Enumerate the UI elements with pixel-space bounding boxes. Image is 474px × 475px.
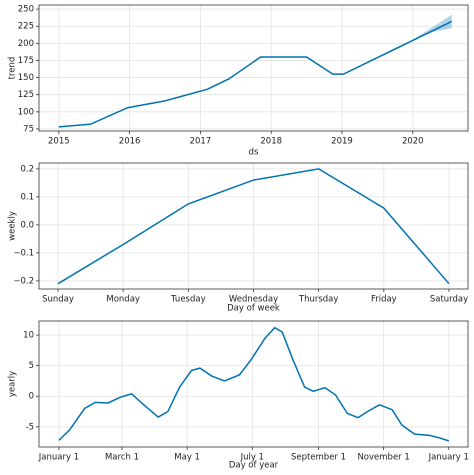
y-tick-label: 250: [18, 5, 34, 15]
x-tick-label: Wednesday: [229, 295, 278, 305]
y-tick-label: −0.2: [13, 276, 34, 286]
y-axis-label: yearly: [8, 371, 18, 397]
y-tick-label: 125: [18, 90, 34, 100]
trend-line: [58, 326, 450, 442]
x-tick-label: May 1: [174, 453, 200, 463]
y-tick-label: 5: [29, 361, 34, 371]
y-tick-label: 0.0: [20, 220, 34, 230]
x-axis-label: Day of year: [229, 461, 279, 471]
trend-line: [58, 20, 453, 128]
y-tick-label: 75: [23, 124, 34, 134]
y-tick-label: 150: [18, 73, 34, 83]
trend-line: [57, 168, 450, 285]
x-tick-label: Monday: [106, 295, 140, 305]
x-tick-label: Thursday: [298, 295, 339, 305]
x-tick-label: Sunday: [42, 295, 74, 305]
plot-frame: [38, 4, 469, 132]
x-tick-label: November 1: [357, 453, 409, 463]
uncertainty-band: [412, 14, 452, 40]
y-tick-label: 10: [23, 331, 34, 341]
x-tick-label: January 1: [428, 453, 469, 463]
y-tick-label: −0.1: [13, 248, 34, 258]
y-tick-label: -5: [26, 422, 34, 432]
y-tick-label: 175: [18, 56, 34, 66]
plot-frame: [38, 162, 469, 290]
x-tick-label: September 1: [291, 453, 346, 463]
x-tick-label: July 1: [240, 453, 264, 463]
plot-frame: [38, 320, 469, 448]
x-tick-label: Saturday: [430, 295, 468, 305]
y-axis-label: trend: [8, 57, 18, 80]
x-axis-label: ds: [249, 148, 259, 158]
x-tick-label: 2016: [119, 137, 141, 147]
x-tick-label: 2015: [48, 137, 70, 147]
y-tick-label: 225: [18, 22, 34, 32]
x-tick-label: Tuesday: [170, 295, 206, 305]
x-tick-label: 2020: [402, 137, 424, 147]
y-tick-label: 200: [18, 39, 34, 49]
x-tick-label: January 1: [38, 453, 79, 463]
x-tick-label: Friday: [371, 295, 397, 305]
y-tick-label: 0: [29, 392, 34, 402]
x-tick-label: March 1: [105, 453, 139, 463]
x-tick-label: 2019: [331, 137, 353, 147]
x-tick-label: 2017: [190, 137, 212, 147]
y-axis-label: weekly: [8, 211, 18, 241]
y-tick-label: 0.1: [20, 192, 34, 202]
x-axis-label: Day of week: [227, 304, 280, 314]
y-tick-label: 0.2: [20, 164, 34, 174]
y-tick-label: 100: [18, 107, 34, 117]
x-tick-label: 2018: [260, 137, 282, 147]
